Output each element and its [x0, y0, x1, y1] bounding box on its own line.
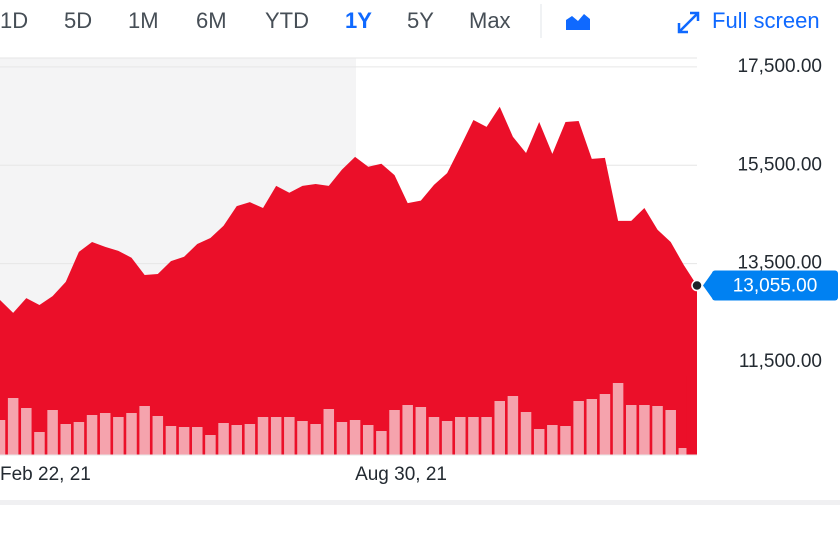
volume-bar	[639, 405, 650, 455]
volume-bar	[297, 421, 308, 455]
volume-bar	[178, 427, 190, 455]
volume-bar	[60, 424, 72, 455]
current-price-dot	[691, 279, 703, 292]
volume-bar	[494, 401, 505, 455]
range-button[interactable]: 6M	[196, 8, 227, 33]
x-tick-label: Aug 30, 21	[355, 464, 447, 485]
volume-bar	[99, 413, 111, 455]
price-tag	[712, 270, 838, 301]
volume-bar	[573, 401, 584, 455]
volume-bar	[47, 410, 58, 455]
footer-band	[0, 500, 840, 505]
volume-bar	[560, 426, 571, 455]
volume-bar	[86, 415, 98, 455]
volume-bar	[310, 424, 321, 455]
y-tick-label: 11,500.00	[739, 351, 822, 372]
volume-bar	[415, 407, 427, 455]
volume-bar	[323, 409, 335, 455]
volume-bar	[547, 425, 558, 455]
volume-bar	[165, 426, 177, 455]
volume-bar	[73, 422, 85, 455]
volume-bar	[284, 417, 295, 455]
volume-bar	[7, 398, 19, 455]
volume-bar	[218, 423, 229, 455]
range-button[interactable]: YTD	[265, 8, 309, 33]
volume-bar	[678, 448, 690, 455]
volume-bar	[468, 417, 479, 455]
volume-bar	[455, 417, 466, 455]
volume-bar	[625, 405, 637, 455]
price-tag-arrow	[703, 271, 713, 300]
current-price-label: 13,055.00	[733, 276, 818, 297]
range-button[interactable]: 1Y	[345, 8, 372, 33]
fullscreen-button[interactable]: Full screen	[712, 8, 820, 33]
y-tick-label: 17,500.00	[737, 56, 822, 77]
volume-bar	[612, 383, 624, 455]
volume-bar	[192, 427, 203, 455]
volume-bar	[389, 410, 400, 455]
volume-bar	[362, 425, 374, 455]
volume-bar	[231, 425, 242, 455]
volume-bar	[376, 431, 387, 455]
range-button[interactable]: 5D	[64, 8, 92, 33]
volume-bar	[270, 417, 282, 455]
volume-bar	[586, 399, 598, 455]
range-button[interactable]: 5Y	[407, 8, 434, 33]
y-tick-label: 13,500.00	[737, 253, 822, 274]
range-button[interactable]: Max	[469, 8, 511, 33]
chart-type-icon[interactable]	[566, 14, 590, 30]
range-button[interactable]: 1D	[0, 8, 28, 33]
fullscreen-icon[interactable]	[677, 11, 700, 34]
volume-bar	[205, 435, 216, 455]
volume-bar	[139, 406, 150, 455]
price-area	[0, 106, 697, 455]
volume-bar	[244, 424, 256, 455]
volume-bar	[349, 420, 361, 455]
volume-bar	[520, 412, 532, 455]
volume-bar	[428, 417, 440, 455]
volume-bar	[257, 417, 269, 455]
volume-bar	[665, 410, 676, 455]
volume-bar	[652, 406, 663, 455]
range-button[interactable]: 1M	[128, 8, 159, 33]
volume-bar	[402, 405, 413, 455]
volume-bar	[152, 416, 164, 455]
volume-bar	[441, 421, 453, 455]
y-tick-label: 15,500.00	[737, 154, 822, 175]
volume-bar	[0, 420, 6, 455]
volume-bar	[21, 408, 32, 455]
volume-bar	[126, 413, 137, 455]
volume-bar	[481, 417, 492, 455]
volume-bar	[599, 394, 611, 455]
volume-bar	[533, 429, 545, 455]
volume-bar	[686, 376, 691, 455]
volume-bar	[34, 432, 45, 455]
volume-bar	[113, 417, 124, 455]
volume-bar	[507, 396, 519, 455]
x-tick-label: Feb 22, 21	[0, 464, 91, 485]
volume-bar	[336, 422, 348, 455]
